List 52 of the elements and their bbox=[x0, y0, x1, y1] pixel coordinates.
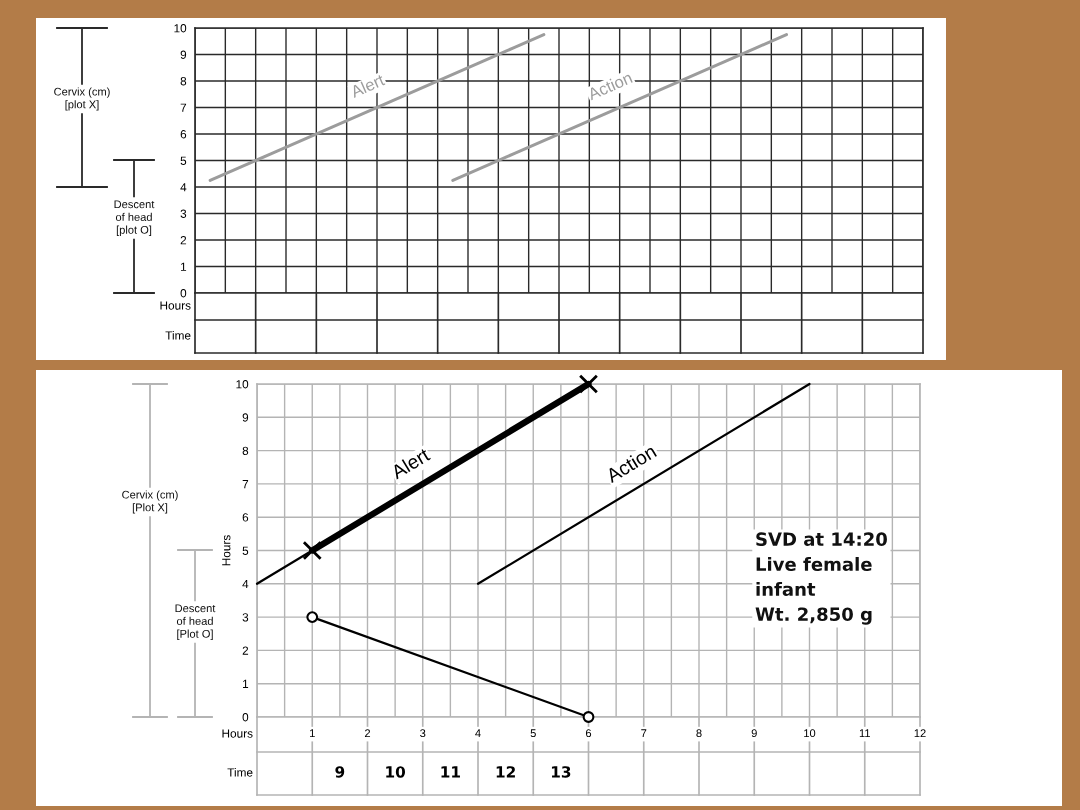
x2-tick-label: 11 bbox=[441, 766, 460, 778]
x-tick-label: 11 bbox=[859, 729, 870, 737]
x-tick-label: 8 bbox=[696, 729, 702, 738]
y-axis-title: Hours bbox=[222, 535, 231, 566]
y-tick-label: 6 bbox=[180, 130, 187, 139]
y-tick-label: 3 bbox=[180, 209, 187, 218]
y-tick-label: 1 bbox=[243, 679, 249, 688]
text: Cervix (cm) [Plot X] bbox=[122, 490, 178, 514]
text: Alert bbox=[349, 73, 386, 99]
text: Action bbox=[586, 71, 633, 101]
y-tick-label: 9 bbox=[242, 413, 249, 422]
y-tick-label: 0 bbox=[180, 289, 187, 298]
y-tick-label: 1 bbox=[181, 262, 187, 271]
y-tick-label: 4 bbox=[180, 183, 187, 192]
y-tick-label: 10 bbox=[236, 380, 249, 389]
x-tick-label: 3 bbox=[420, 729, 426, 738]
y-tick-label: 3 bbox=[242, 613, 249, 622]
x-tick-label: 5 bbox=[530, 729, 536, 738]
y-tick-label: 2 bbox=[180, 236, 187, 245]
text: Cervix (cm) [plot X] bbox=[54, 87, 110, 111]
y-tick-label: 8 bbox=[242, 446, 249, 455]
y-tick-label: 2 bbox=[242, 646, 249, 655]
y-tick-label: 7 bbox=[180, 103, 187, 112]
y-tick-label: 5 bbox=[242, 546, 249, 555]
x2-tick-label: 10 bbox=[386, 766, 406, 778]
x2-tick-label: 13 bbox=[551, 766, 571, 778]
y-tick-label: 10 bbox=[174, 24, 187, 33]
x-axis-title: Hours bbox=[222, 729, 253, 738]
y-tick-label: 7 bbox=[242, 480, 249, 489]
x-tick-label: 6 bbox=[585, 729, 592, 738]
text: Descent of head [plot O] bbox=[114, 200, 155, 236]
x-tick-label: 2 bbox=[364, 729, 371, 737]
y-tick-label: 5 bbox=[180, 156, 187, 165]
x-tick-label: 12 bbox=[914, 729, 926, 737]
x-tick-label: 9 bbox=[751, 729, 757, 738]
x-tick-label: 10 bbox=[804, 729, 816, 738]
y-tick-label: 8 bbox=[180, 77, 187, 86]
y-tick-label: 6 bbox=[242, 513, 249, 522]
x2-tick-label: 12 bbox=[496, 766, 515, 778]
y-tick-label: 4 bbox=[242, 579, 249, 589]
text: Alert bbox=[389, 446, 431, 480]
x-tick-label: 4 bbox=[475, 729, 481, 737]
x-tick-label: 7 bbox=[641, 729, 647, 737]
x-tick-label: 1 bbox=[310, 729, 315, 737]
annotation: SVD at 14:20 Live female infant Wt. 2,850 g bbox=[755, 532, 887, 625]
x2-tick-label: 9 bbox=[335, 766, 345, 778]
y-tick-label: 9 bbox=[180, 50, 187, 59]
x-axis-title: Hours bbox=[160, 301, 191, 310]
y-tick-label: 0 bbox=[242, 713, 249, 722]
text: Descent of head [Plot O] bbox=[175, 604, 216, 640]
x2-axis-title: Time bbox=[165, 331, 191, 340]
x2-axis-title: Time bbox=[227, 768, 253, 777]
